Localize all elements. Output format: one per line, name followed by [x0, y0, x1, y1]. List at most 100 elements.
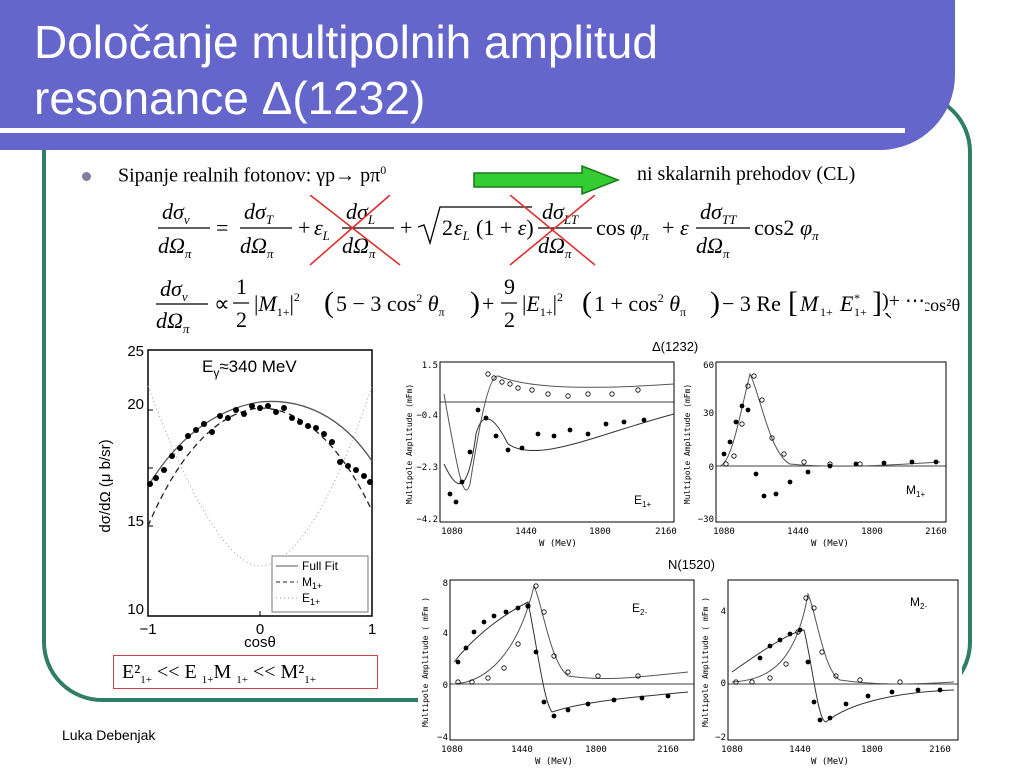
svg-text:30: 30	[703, 409, 714, 419]
svg-text:cos2: cos2	[754, 215, 794, 240]
svg-text:(: (	[324, 286, 334, 319]
svg-text:1+: 1+	[854, 305, 867, 319]
svg-text:εL: εL	[454, 215, 470, 243]
svg-text:1440: 1440	[787, 527, 809, 537]
svg-text:Multipole Amplitude ( mFm ): Multipole Amplitude ( mFm )	[701, 597, 710, 727]
svg-text:+: +	[662, 215, 674, 240]
svg-text:1800: 1800	[861, 527, 883, 537]
cross-out-L	[309, 195, 401, 266]
svg-text:dΩπ: dΩπ	[240, 233, 274, 261]
svg-text:1440: 1440	[515, 527, 537, 537]
n1520-title: N(1520)	[668, 557, 715, 572]
svg-text:dΩπ: dΩπ	[158, 233, 192, 261]
author-footer: Luka Debenjak	[62, 727, 156, 743]
ytick-10: 10	[127, 601, 144, 618]
bullet-dot	[82, 172, 91, 181]
svg-text:−4: −4	[437, 733, 448, 743]
delta-title: Δ(1232)	[652, 339, 699, 354]
svg-text:dσL: dσL	[346, 199, 375, 227]
svg-text:1: 1	[236, 274, 247, 299]
svg-text:+: +	[298, 215, 310, 240]
e2m-label: E2-	[632, 601, 647, 617]
cl-text: ni skalarnih prehodov (CL)	[637, 163, 856, 185]
svg-text:Multipole Amplitude ( mFm ): Multipole Amplitude ( mFm )	[421, 597, 430, 727]
svg-text:dσTT: dσTT	[700, 199, 737, 227]
legend-e1p: E1+	[302, 591, 320, 607]
slide-title: Določanje multipolnih amplitud resonance…	[34, 14, 658, 126]
title-line-1: Določanje multipolnih amplitud	[34, 16, 658, 68]
svg-text:Multipole Amplitude (mFm): Multipole Amplitude (mFm)	[405, 384, 414, 504]
svg-text:2160: 2160	[655, 527, 677, 537]
m1p-label: M1+	[906, 483, 925, 499]
svg-text:−2: −2	[715, 733, 726, 743]
xtick-minus1: −1	[139, 621, 156, 638]
title-bar: Določanje multipolnih amplitud resonance…	[0, 0, 955, 150]
svg-text:cos: cos	[596, 215, 625, 240]
svg-text:1+: 1+	[820, 305, 833, 319]
svg-text:): )	[710, 286, 720, 319]
svg-text:2: 2	[442, 215, 453, 240]
equation-cross-section: dσv dΩπ = dσT dΩπ + εL dσL dΩπ + 2 εL (1…	[158, 195, 819, 266]
svg-text:ε: ε	[680, 215, 689, 240]
energy-label: Eγ≈340 MeV	[202, 357, 297, 380]
svg-text:−2.3: −2.3	[416, 463, 438, 473]
svg-text:dΩπ: dΩπ	[696, 233, 730, 261]
xtick-0: 0	[256, 621, 264, 638]
xtick-1: 1	[368, 621, 376, 638]
svg-text:2160: 2160	[657, 745, 679, 755]
svg-text:1080: 1080	[441, 527, 463, 537]
inequality-text: E²1+ << E 1+M 1+ << M²1+	[122, 661, 317, 686]
ytick-20: 20	[127, 396, 144, 413]
svg-text:1800: 1800	[589, 527, 611, 537]
svg-text:1080: 1080	[441, 745, 463, 755]
svg-text:*: *	[854, 291, 860, 305]
svg-text:+: +	[482, 291, 494, 316]
legend-m1p: M1+	[302, 575, 322, 591]
svg-text:1440: 1440	[789, 745, 811, 755]
svg-text:M: M	[799, 291, 820, 316]
svg-text:1080: 1080	[721, 745, 743, 755]
inequality-box: E²1+ << E 1+M 1+ << M²1+	[113, 655, 378, 689]
svg-text:5 − 3 cos2 θπ: 5 − 3 cos2 θπ	[336, 291, 445, 319]
legend-full-fit: Full Fit	[302, 559, 339, 573]
svg-text:2160: 2160	[929, 745, 951, 755]
bullet-text-sup: 0	[380, 163, 387, 177]
svg-text:− 3 Re: − 3 Re	[722, 291, 781, 316]
svg-text:W (MeV): W (MeV)	[535, 757, 573, 767]
svg-text:2: 2	[504, 307, 515, 332]
m1p-panel: 60 30 0 −30 1080 1440 1800 2160 W (MeV) …	[680, 354, 950, 550]
cross-out-LT	[509, 195, 596, 266]
svg-text:|E1+|2: |E1+|2	[522, 290, 563, 319]
svg-text:0: 0	[721, 679, 726, 689]
svg-text:0: 0	[709, 463, 714, 473]
svg-text:): )	[470, 286, 480, 319]
svg-text:(1 + ε): (1 + ε)	[476, 215, 534, 240]
bullet-text-main: Sipanje realnih fotonov: γp→ pπ	[118, 164, 381, 187]
equation-tail: )+ ⋯	[880, 288, 925, 313]
svg-text:dσv: dσv	[160, 276, 188, 304]
angular-distribution-plot: 25 20 15 10 −1 0 1 cosθ dσ/dΩ (μ b/sr) E…	[92, 336, 380, 652]
title-line-2: resonance Δ(1232)	[34, 72, 426, 124]
svg-text:1440: 1440	[511, 745, 533, 755]
svg-text:W (MeV): W (MeV)	[811, 539, 849, 549]
m2m-panel: 4 0 −2 1080 1440 1800 2160 W (MeV) Multi…	[700, 572, 962, 768]
svg-text:1 + cos2 θπ: 1 + cos2 θπ	[594, 291, 686, 319]
bullet-text: Sipanje realnih fotonov: γp→ pπ0	[118, 163, 386, 188]
svg-text:4: 4	[443, 629, 448, 639]
equation-multipoles: dσv dΩπ ∝ 1 2 |M1+|2 ( 5 − 3 cos2 θπ ) +…	[156, 274, 960, 336]
e2m-panel: 8 4 0 −4 1080 1440 1800 2160 W (MeV) Mul…	[418, 572, 700, 768]
ytick-25: 25	[127, 343, 144, 360]
svg-text:8: 8	[443, 579, 448, 589]
svg-text:0: 0	[443, 681, 448, 691]
title-underline	[0, 128, 905, 133]
svg-text:φπ: φπ	[800, 215, 819, 243]
svg-text:−0.4: −0.4	[416, 411, 438, 421]
svg-text:E: E	[839, 291, 854, 316]
svg-text:1800: 1800	[585, 745, 607, 755]
svg-text:W (MeV): W (MeV)	[539, 539, 577, 549]
data-points	[147, 403, 373, 487]
svg-text:εL: εL	[314, 215, 330, 243]
svg-text:W (MeV): W (MeV)	[811, 757, 849, 767]
e1p-curve	[147, 385, 373, 567]
svg-text:=: =	[216, 215, 228, 240]
